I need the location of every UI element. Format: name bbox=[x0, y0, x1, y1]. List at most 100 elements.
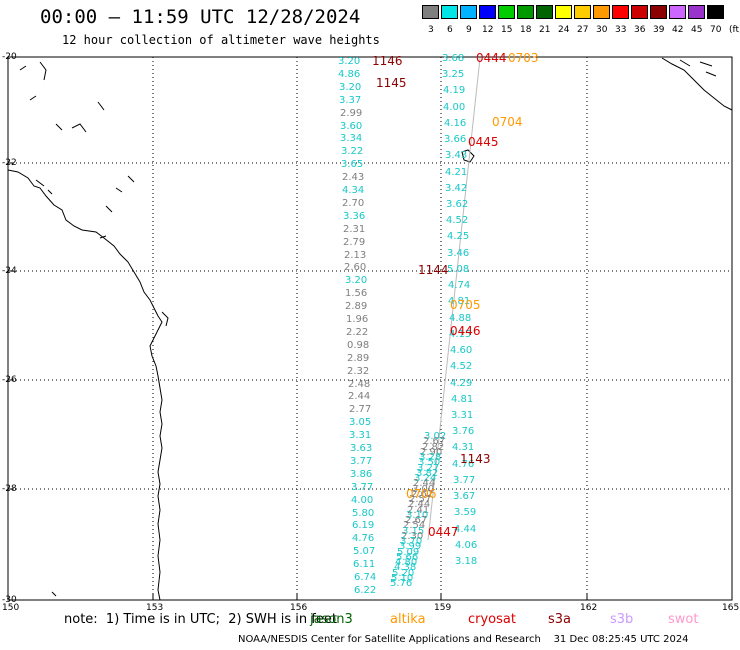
credit-line: NOAA/NESDIS Center for Satellite Applica… bbox=[238, 634, 689, 645]
wave-height-value: 2.54 bbox=[403, 520, 426, 531]
wave-height-value: 2.44 bbox=[413, 478, 436, 489]
wave-height-value: 2.44 bbox=[348, 391, 371, 402]
wave-height-value: 2.67 bbox=[423, 436, 446, 447]
scale-label: 39 bbox=[653, 25, 665, 35]
pass-label: 1144 bbox=[418, 263, 449, 277]
scale-swatch bbox=[612, 5, 629, 19]
pass-label: 0447 bbox=[428, 525, 459, 539]
wave-height-value: 3.65 bbox=[341, 159, 364, 170]
wave-height-value: 5.80 bbox=[352, 508, 375, 519]
wave-height-value: 5.09 bbox=[397, 547, 420, 558]
latitude-label: -22 bbox=[2, 158, 17, 168]
wave-height-value: 2.70 bbox=[342, 198, 365, 209]
wave-height-value: 4.81 bbox=[448, 296, 471, 307]
pass-label: 0706 bbox=[406, 487, 437, 501]
satellite-legend-item: cryosat bbox=[468, 612, 516, 627]
wave-height-value: 1.96 bbox=[346, 314, 369, 325]
longitude-label: 153 bbox=[146, 603, 164, 613]
wave-height-value: 2.60 bbox=[344, 262, 367, 273]
wave-height-value: 3.22 bbox=[341, 146, 364, 157]
wave-height-value: 3.77 bbox=[351, 482, 374, 493]
wave-height-value: 3.76 bbox=[452, 426, 475, 437]
scale-swatch bbox=[536, 5, 553, 19]
wave-height-value: 3.36 bbox=[343, 211, 366, 222]
pass-label: 1145 bbox=[376, 76, 407, 90]
wave-height-value: 4.21 bbox=[445, 167, 468, 178]
wave-height-value: 3.27 bbox=[417, 463, 440, 474]
longitude-label: 162 bbox=[580, 603, 598, 613]
pass-label: 0445 bbox=[468, 135, 499, 149]
wave-height-value: 3.50 bbox=[418, 457, 441, 468]
wave-height-value: 4.25 bbox=[447, 231, 470, 242]
wave-height-value: 3.42 bbox=[445, 183, 468, 194]
satellite-legend-item: s3b bbox=[610, 612, 634, 627]
scale-swatch bbox=[460, 5, 477, 19]
wave-height-value: 3.02 bbox=[424, 431, 447, 442]
wave-height-value: 6.11 bbox=[353, 559, 376, 570]
wave-height-value: 1.56 bbox=[345, 288, 368, 299]
scale-swatch bbox=[707, 5, 724, 19]
wave-height-value: 3.67 bbox=[453, 491, 476, 502]
longitude-label: 156 bbox=[290, 603, 308, 613]
pass-label: 0446 bbox=[450, 324, 481, 338]
latitude-label: -20 bbox=[2, 52, 17, 62]
wave-height-value: 2.89 bbox=[345, 301, 368, 312]
wave-height-value: 4.29 bbox=[450, 378, 473, 389]
scale-label: 33 bbox=[615, 25, 627, 35]
wave-height-value: 3.00 bbox=[412, 484, 435, 495]
coastline-islands bbox=[19, 61, 169, 597]
wave-height-value: 6.22 bbox=[354, 585, 377, 596]
wave-height-value: 3.18 bbox=[455, 556, 478, 567]
wave-height-value: 3.43 bbox=[445, 150, 468, 161]
wave-height-value: 6.19 bbox=[352, 520, 375, 531]
scale-label: 12 bbox=[482, 25, 494, 35]
wave-height-value: 2.89 bbox=[347, 353, 370, 364]
wave-height-value: 2.43 bbox=[342, 172, 365, 183]
footer-note: note: 1) Time is in UTC; 2) SWH is in fe… bbox=[64, 612, 337, 627]
scale-swatch bbox=[555, 5, 572, 19]
wave-height-value: 2.30 bbox=[401, 531, 424, 542]
wave-height-value: 3.28 bbox=[419, 452, 442, 463]
scale-unit: (ft) bbox=[729, 25, 740, 35]
wave-height-value: 3.59 bbox=[454, 507, 477, 518]
scale-label: 45 bbox=[691, 25, 703, 35]
wave-height-value: 3.70 bbox=[400, 536, 423, 547]
longitude-label: 150 bbox=[2, 603, 20, 613]
wave-height-value: 2.90 bbox=[420, 447, 443, 458]
scale-swatch bbox=[688, 5, 705, 19]
wave-height-value: 3.62 bbox=[446, 199, 469, 210]
wave-height-value: 3.15 bbox=[402, 526, 425, 537]
scale-swatch bbox=[479, 5, 496, 19]
wave-height-value: 4.31 bbox=[452, 442, 475, 453]
wave-height-value: 2.67 bbox=[405, 515, 428, 526]
satellite-legend-item: swot bbox=[668, 612, 699, 627]
wave-height-value: 4.76 bbox=[352, 533, 375, 544]
map-subtitle: 12 hour collection of altimeter wave hei… bbox=[62, 33, 380, 47]
wave-height-value: 3.99 bbox=[399, 541, 422, 552]
wave-height-value: 2.41 bbox=[407, 505, 430, 516]
ticks bbox=[8, 56, 588, 601]
latitude-label: -28 bbox=[2, 484, 17, 494]
latitude-label: -30 bbox=[2, 595, 17, 605]
wave-height-value: 5.66 bbox=[396, 552, 419, 563]
scale-swatch bbox=[593, 5, 610, 19]
wave-height-value: 3.68 bbox=[442, 53, 465, 64]
wave-height-value: 2.31 bbox=[343, 224, 366, 235]
scale-swatch bbox=[650, 5, 667, 19]
scale-label: 21 bbox=[539, 25, 551, 35]
wave-height-value: 4.86 bbox=[338, 69, 361, 80]
wave-height-value: 3.77 bbox=[453, 475, 476, 486]
wave-height-value: 3.31 bbox=[451, 410, 474, 421]
pass-label: 0705 bbox=[450, 298, 481, 312]
wave-height-value: 4.16 bbox=[444, 118, 467, 129]
wave-height-value: 2.48 bbox=[348, 379, 371, 390]
scale-swatch bbox=[422, 5, 439, 19]
scale-label: 9 bbox=[466, 25, 472, 35]
map-border bbox=[7, 56, 733, 601]
wave-height-value: 3.05 bbox=[349, 417, 372, 428]
wave-height-value: 2.32 bbox=[347, 366, 370, 377]
wave-height-value: 4.52 bbox=[446, 215, 469, 226]
wave-height-value: 2.22 bbox=[346, 327, 369, 338]
wave-height-value: 3.86 bbox=[350, 469, 373, 480]
wave-height-value: 4.38 bbox=[394, 562, 417, 573]
